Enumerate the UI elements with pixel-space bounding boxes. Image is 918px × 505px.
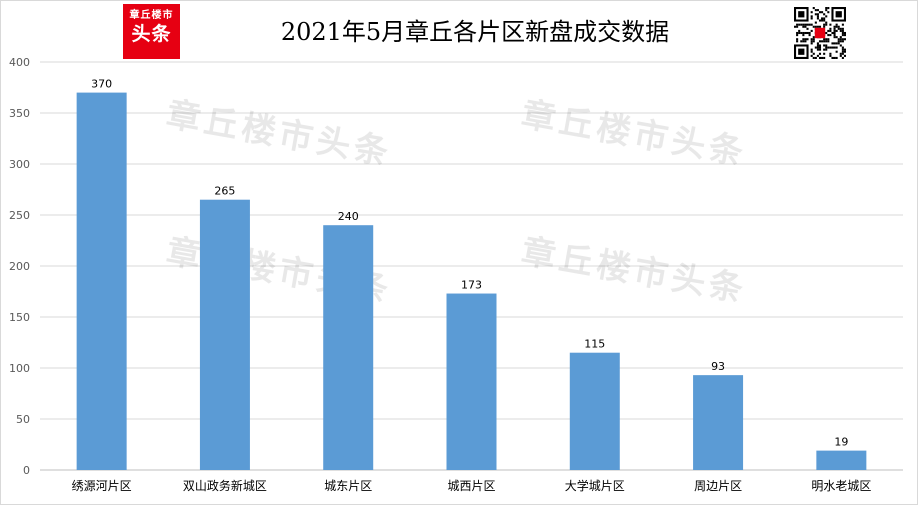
category-label: 周边片区: [694, 479, 742, 493]
brand-logo-icon: 章丘楼市 头条: [123, 4, 180, 59]
data-label: 19: [834, 436, 848, 449]
bar: [816, 450, 867, 470]
data-label: 173: [461, 279, 482, 292]
category-label: 城西片区: [447, 479, 495, 493]
chart-title: 2021年5月章丘各片区新盘成交数据: [280, 18, 670, 46]
watermark-text: 章丘楼市头条: [518, 94, 749, 173]
data-label: 370: [91, 78, 112, 91]
data-label: 115: [584, 338, 605, 351]
y-tick-label: 50: [16, 413, 30, 426]
category-label: 明水老城区: [811, 479, 871, 493]
y-tick-label: 350: [9, 107, 30, 120]
y-tick-label: 250: [9, 209, 30, 222]
qr-code-icon: [794, 7, 846, 59]
category-label: 城东片区: [324, 479, 372, 493]
category-label: 绣源河片区: [72, 479, 132, 493]
watermark-text: 章丘楼市头条: [163, 94, 394, 173]
y-tick-label: 200: [9, 260, 30, 273]
data-label: 93: [711, 360, 725, 373]
data-label: 265: [214, 185, 235, 198]
bar: [199, 199, 250, 470]
y-tick-label: 300: [9, 158, 30, 171]
category-label: 双山政务新城区: [183, 478, 267, 493]
logo-line-1: 章丘楼市: [129, 10, 174, 21]
bar: [693, 375, 744, 470]
y-tick-label: 150: [9, 311, 30, 324]
bar: [323, 225, 374, 470]
bar: [569, 352, 620, 470]
y-tick-label: 100: [9, 362, 30, 375]
logo-line-2: 头条: [131, 23, 172, 45]
y-tick-label: 400: [9, 56, 30, 69]
bar: [446, 293, 497, 470]
y-tick-label: 0: [23, 464, 30, 477]
watermark-text: 章丘楼市头条: [518, 231, 749, 310]
bar: [76, 92, 127, 470]
data-label: 240: [338, 210, 359, 223]
category-label: 大学城片区: [565, 478, 625, 493]
